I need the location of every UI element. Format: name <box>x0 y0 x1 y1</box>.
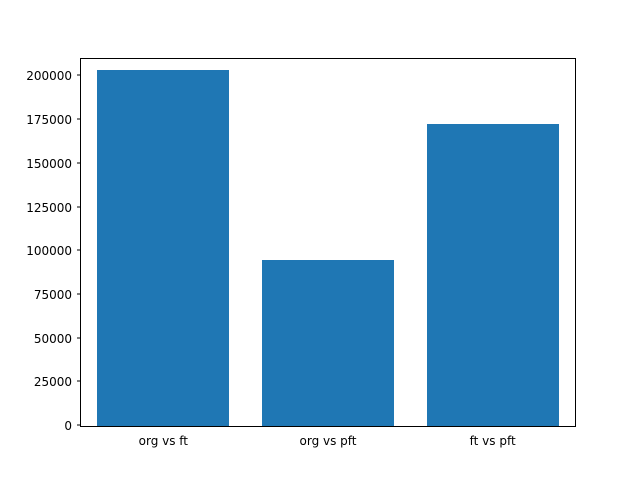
x-tick-label-org-vs-ft: org vs ft <box>138 434 189 448</box>
plot-area: 0 25000 50000 75000 100000 125000 150000 175000… <box>26 58 576 448</box>
y-tick-mark <box>77 118 81 120</box>
y-tick-label: 100000 <box>26 244 72 259</box>
y-tick-label: 150000 <box>26 156 72 171</box>
x-tick-label-org-vs-pft: org vs pft <box>299 434 357 448</box>
y-tick-label: 50000 <box>33 331 72 346</box>
y-tick-label: 200000 <box>26 69 72 84</box>
y-tick-mark <box>77 249 81 251</box>
y-tick-mark <box>77 293 81 295</box>
bar-org-vs-ft <box>97 69 230 426</box>
bar-ft-vs-pft <box>426 123 559 426</box>
y-tick-label: 0 <box>64 419 72 433</box>
y-tick-label: 25000 <box>33 375 72 390</box>
x-tick-label-ft-vs-pft: ft vs pft <box>469 434 516 448</box>
bar-org-vs-pft <box>262 259 394 426</box>
y-tick-label: 175000 <box>26 113 72 128</box>
y-tick-label: 125000 <box>26 200 72 215</box>
y-tick-mark <box>77 424 81 426</box>
y-tick-mark <box>77 206 81 208</box>
y-tick-mark <box>77 74 81 76</box>
y-tick-mark <box>77 162 81 164</box>
y-tick-mark <box>77 380 81 382</box>
y-tick-label: 75000 <box>33 287 72 302</box>
y-tick-mark <box>77 337 81 339</box>
